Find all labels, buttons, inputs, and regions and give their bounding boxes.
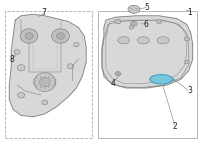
Ellipse shape [14, 50, 20, 54]
Text: 1: 1 [187, 8, 192, 17]
Ellipse shape [184, 60, 189, 64]
Ellipse shape [74, 42, 79, 47]
Ellipse shape [157, 37, 169, 44]
Ellipse shape [130, 21, 137, 26]
Ellipse shape [25, 33, 33, 39]
Ellipse shape [42, 100, 48, 105]
Ellipse shape [118, 37, 130, 44]
Text: 3: 3 [187, 86, 192, 95]
Ellipse shape [67, 64, 74, 69]
Ellipse shape [34, 73, 56, 92]
Ellipse shape [116, 72, 119, 75]
Ellipse shape [150, 75, 172, 84]
Ellipse shape [115, 71, 121, 76]
Ellipse shape [184, 37, 190, 41]
Text: 8: 8 [10, 55, 15, 64]
Ellipse shape [18, 92, 25, 98]
Text: 4: 4 [110, 79, 115, 88]
Ellipse shape [129, 26, 134, 29]
Text: 7: 7 [41, 8, 46, 17]
Bar [5, 11, 92, 138]
Text: 6: 6 [144, 20, 149, 29]
Ellipse shape [20, 29, 38, 43]
Polygon shape [9, 14, 86, 117]
Text: 2: 2 [173, 122, 177, 131]
Ellipse shape [137, 37, 149, 44]
Ellipse shape [17, 65, 25, 71]
Ellipse shape [168, 77, 174, 81]
Ellipse shape [128, 5, 140, 13]
Polygon shape [102, 16, 193, 88]
Ellipse shape [132, 23, 136, 25]
Bar [98, 11, 197, 138]
Text: 5: 5 [144, 3, 149, 12]
Ellipse shape [156, 20, 162, 24]
Ellipse shape [57, 33, 64, 39]
Ellipse shape [39, 77, 50, 87]
Ellipse shape [115, 19, 121, 24]
Ellipse shape [52, 29, 69, 43]
